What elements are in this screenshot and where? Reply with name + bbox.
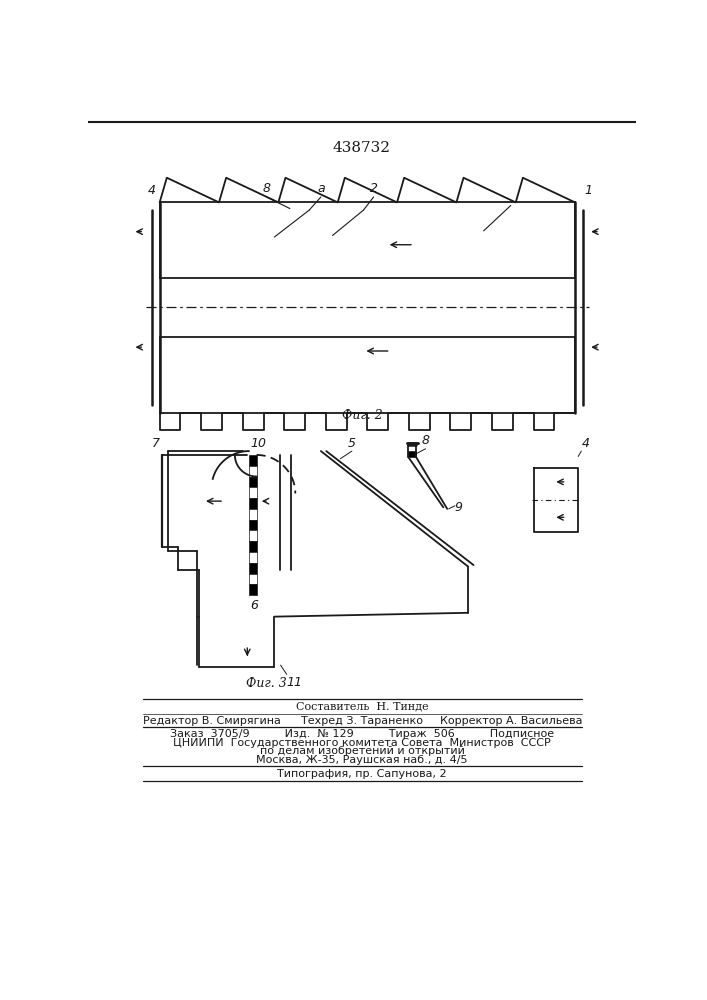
Bar	[249, 574, 257, 584]
Text: 8: 8	[262, 182, 271, 195]
Text: Составитель  Н. Тинде: Составитель Н. Тинде	[296, 702, 428, 712]
Text: Фиг. 3: Фиг. 3	[246, 677, 287, 690]
Text: 4: 4	[148, 184, 156, 197]
Bar	[249, 541, 257, 552]
Text: 6: 6	[250, 599, 258, 612]
Text: Заказ  3705/9          Изд.  № 129          Тираж  506          Подписное: Заказ 3705/9 Изд. № 129 Тираж 506 Подпис…	[170, 729, 554, 739]
Text: Корректор А. Васильева: Корректор А. Васильева	[440, 716, 582, 726]
Text: 438732: 438732	[333, 141, 391, 155]
Text: 1: 1	[585, 184, 592, 197]
Text: 8: 8	[421, 434, 429, 447]
Text: 2: 2	[370, 182, 378, 195]
Text: Москва, Ж-35, Раушская наб., д. 4/5: Москва, Ж-35, Раушская наб., д. 4/5	[256, 755, 468, 765]
Text: а: а	[317, 182, 325, 195]
Bar	[249, 509, 257, 520]
Text: 9: 9	[455, 501, 463, 514]
Text: 10: 10	[251, 437, 267, 450]
Bar	[409, 451, 416, 457]
Text: 11: 11	[287, 676, 303, 689]
Text: 7: 7	[152, 437, 160, 450]
Bar	[249, 487, 257, 498]
Text: Типография, пр. Сапунова, 2: Типография, пр. Сапунова, 2	[277, 769, 447, 779]
Bar	[249, 530, 257, 541]
Text: Техред З. Тараненко: Техред З. Тараненко	[301, 716, 423, 726]
Text: Фиг. 2: Фиг. 2	[341, 409, 382, 422]
Bar	[249, 466, 257, 477]
Bar	[249, 455, 257, 466]
Text: Редактор В. Смирягина: Редактор В. Смирягина	[143, 716, 281, 726]
Bar	[249, 584, 257, 595]
Text: ЦНИИПИ  Государственного комитета Совета  Министров  СССР: ЦНИИПИ Государственного комитета Совета …	[173, 738, 551, 748]
Bar	[249, 520, 257, 530]
Bar	[249, 552, 257, 563]
Text: по делам изобретений и открытий: по делам изобретений и открытий	[259, 746, 464, 756]
Text: 4: 4	[581, 437, 589, 450]
Bar	[249, 563, 257, 574]
Bar	[249, 498, 257, 509]
Text: 5: 5	[348, 437, 356, 450]
Bar	[249, 477, 257, 487]
